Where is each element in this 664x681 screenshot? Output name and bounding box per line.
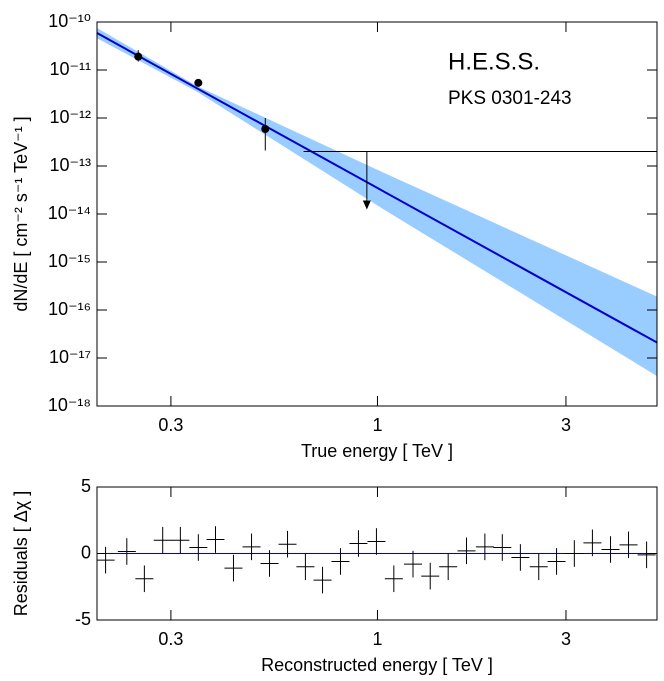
y-tick-label: 10⁻¹¹ xyxy=(49,59,91,79)
x-tick-label: 0.3 xyxy=(158,629,183,649)
y-tick-label: 10⁻¹⁸ xyxy=(48,395,91,415)
data-point xyxy=(194,78,203,87)
y-tick-label: 10⁻¹⁵ xyxy=(48,251,91,271)
confidence-band xyxy=(97,27,657,377)
y-tick-label: 10⁻¹⁰ xyxy=(48,11,91,31)
y-tick-label: 10⁻¹⁷ xyxy=(49,347,91,367)
plot-area xyxy=(97,27,657,377)
y-tick-label: 0 xyxy=(81,542,91,562)
x-tick-label: 3 xyxy=(561,629,571,649)
y-tick-label: 5 xyxy=(81,476,91,496)
annotation: H.E.S.S. xyxy=(448,48,540,75)
fit-line xyxy=(97,32,657,344)
x-tick-label: 0.3 xyxy=(158,415,183,435)
y-tick-label: 10⁻¹⁴ xyxy=(48,203,91,223)
y-tick-label: 10⁻¹⁶ xyxy=(48,299,91,319)
upper-limit-arrowhead xyxy=(362,200,371,210)
y-axis-label: dN/dE [ cm⁻² s⁻¹ TeV⁻¹ ] xyxy=(11,116,31,311)
x-tick-label: 1 xyxy=(372,415,382,435)
y-axis-label: Residuals [ Δχ ] xyxy=(11,491,31,617)
data-point xyxy=(261,124,270,133)
y-tick-label: 10⁻¹³ xyxy=(49,155,91,175)
x-tick-label: 3 xyxy=(561,415,571,435)
x-tick-label: 1 xyxy=(372,629,382,649)
x-axis-label: True energy [ TeV ] xyxy=(301,441,453,461)
plot-area xyxy=(97,526,657,594)
data-point xyxy=(134,52,143,61)
x-axis-label: Reconstructed energy [ TeV ] xyxy=(261,655,493,675)
y-tick-label: -5 xyxy=(75,609,91,629)
y-tick-label: 10⁻¹² xyxy=(49,107,91,127)
annotation: PKS 0301-243 xyxy=(448,88,572,109)
